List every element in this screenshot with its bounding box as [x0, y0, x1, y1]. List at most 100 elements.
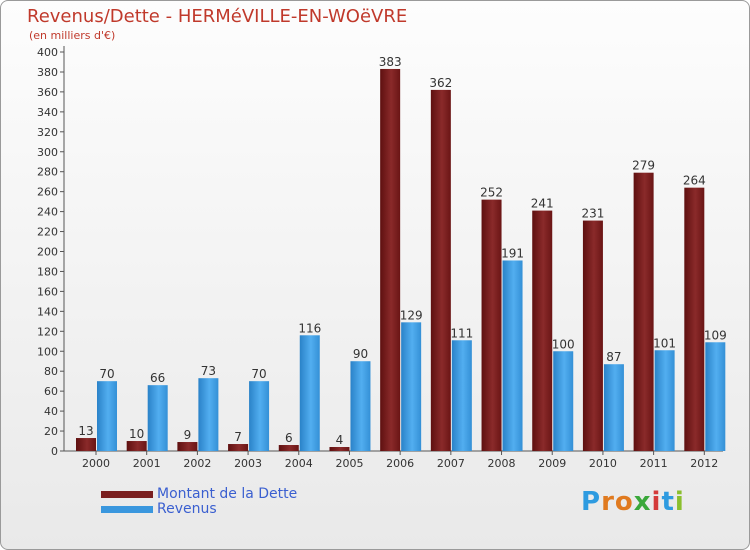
- data-label-revenus: 90: [353, 347, 368, 361]
- bar-revenus: [249, 381, 270, 451]
- bar-dette: [380, 68, 401, 452]
- data-label-revenus: 100: [552, 337, 575, 351]
- logo-letter: x: [633, 487, 652, 517]
- y-tick-label: 160: [37, 285, 58, 298]
- x-tick-label: 2007: [437, 457, 465, 470]
- data-label-dette: 13: [78, 424, 93, 438]
- y-tick-label: 380: [37, 66, 58, 79]
- data-label-revenus: 116: [298, 321, 321, 335]
- legend-swatch-dette: [101, 491, 153, 498]
- data-label-dette: 241: [531, 197, 554, 211]
- data-label-revenus: 129: [400, 308, 423, 322]
- logo-letter: i: [651, 487, 662, 517]
- y-tick-label: 360: [37, 86, 58, 99]
- bar-revenus: [502, 260, 523, 451]
- bar-revenus: [553, 351, 574, 451]
- y-tick-label: 0: [51, 445, 58, 458]
- bar-dette: [278, 445, 299, 451]
- bar-dette: [76, 438, 96, 451]
- bar-revenus: [299, 335, 320, 451]
- y-tick-label: 240: [37, 206, 58, 219]
- data-label-revenus: 109: [704, 328, 727, 342]
- bar-revenus: [654, 350, 675, 451]
- y-tick-label: 20: [44, 425, 58, 438]
- data-label-dette: 6: [285, 431, 293, 445]
- proxiti-logo: Proxiti: [581, 487, 685, 517]
- x-tick-label: 2006: [386, 457, 414, 470]
- bar-revenus: [451, 340, 472, 451]
- bar-dette: [228, 444, 249, 451]
- chart-title: Revenus/Dette - HERMéVILLE-EN-WOëVRE: [27, 6, 408, 27]
- bar-revenus: [147, 385, 168, 451]
- x-tick-label: 2002: [183, 457, 211, 470]
- bar-dette: [329, 447, 350, 451]
- y-tick-label: 100: [37, 345, 58, 358]
- x-tick-label: 2011: [640, 457, 668, 470]
- logo-letter: r: [601, 487, 615, 517]
- x-tick-label: 2004: [285, 457, 313, 470]
- x-tick-label: 2012: [690, 457, 718, 470]
- bar-revenus: [350, 361, 371, 451]
- x-tick-label: 2009: [538, 457, 566, 470]
- x-tick-label: 2000: [82, 457, 110, 470]
- y-tick-label: 280: [37, 166, 58, 179]
- y-tick-label: 40: [44, 405, 58, 418]
- x-tick-label: 2005: [335, 457, 363, 470]
- data-label-dette: 9: [184, 428, 192, 442]
- data-label-dette: 362: [429, 76, 452, 90]
- data-label-revenus: 87: [606, 350, 621, 364]
- data-label-revenus: 73: [201, 364, 216, 378]
- data-label-revenus: 191: [501, 246, 524, 260]
- bar-revenus: [705, 342, 726, 451]
- bar-revenus: [603, 364, 624, 451]
- logo-letter: i: [674, 487, 685, 517]
- y-tick-label: 180: [37, 265, 58, 278]
- legend-label-revenus: Revenus: [157, 501, 217, 517]
- y-tick-label: 260: [37, 186, 58, 199]
- x-tick-label: 2003: [234, 457, 262, 470]
- data-label-revenus: 111: [450, 326, 473, 340]
- bar-dette: [177, 442, 198, 451]
- data-label-revenus: 101: [653, 336, 676, 350]
- y-tick-label: 340: [37, 106, 58, 119]
- bar-revenus: [97, 381, 117, 451]
- logo-letter: o: [614, 487, 634, 517]
- chart-subtitle: (en milliers d'€): [29, 29, 116, 42]
- y-tick-label: 80: [44, 365, 58, 378]
- data-label-dette: 383: [379, 55, 402, 69]
- y-tick-label: 400: [37, 46, 58, 59]
- x-tick-label: 2001: [133, 457, 161, 470]
- y-tick-label: 140: [37, 305, 58, 318]
- data-label-dette: 10: [129, 427, 144, 441]
- bar-dette: [532, 210, 553, 451]
- logo-letter: t: [661, 487, 675, 517]
- data-label-dette: 252: [480, 186, 503, 200]
- y-tick-label: 220: [37, 226, 58, 239]
- logo-letter: P: [581, 487, 602, 517]
- x-tick-label: 2010: [589, 457, 617, 470]
- legend-label-dette: Montant de la Dette: [157, 486, 298, 502]
- x-tick-label: 2008: [488, 457, 516, 470]
- bar-dette: [430, 89, 451, 451]
- y-tick-label: 120: [37, 325, 58, 338]
- data-label-revenus: 66: [150, 371, 165, 385]
- y-tick-label: 60: [44, 385, 58, 398]
- y-tick-label: 200: [37, 246, 58, 259]
- bar-revenus: [401, 322, 422, 451]
- y-tick-label: 300: [37, 146, 58, 159]
- bar-dette: [684, 187, 705, 451]
- data-label-dette: 279: [632, 159, 655, 173]
- y-tick-label: 320: [37, 126, 58, 139]
- bar-revenus: [198, 378, 219, 451]
- data-label-dette: 4: [336, 433, 344, 447]
- bar-chart: 0 20 40 60 80 100 120 140 160 180 200 220 240 260 280 3…: [37, 46, 727, 470]
- bar-dette: [633, 172, 654, 451]
- bar-dette: [582, 220, 603, 451]
- data-label-dette: 7: [234, 430, 242, 444]
- bar-dette: [126, 441, 147, 451]
- data-label-revenus: 70: [251, 367, 266, 381]
- legend-swatch-revenus: [101, 506, 153, 513]
- bar-dette: [481, 199, 502, 451]
- data-label-dette: 231: [581, 207, 604, 221]
